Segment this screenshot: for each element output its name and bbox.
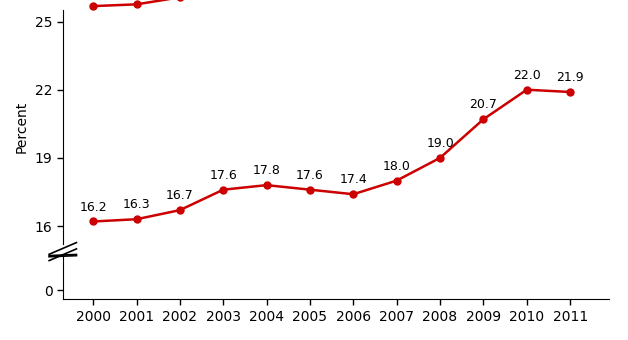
Text: 20.7: 20.7 <box>470 98 497 111</box>
Text: 22.0: 22.0 <box>513 69 541 82</box>
Text: 17.8: 17.8 <box>252 164 281 177</box>
Text: 16.2: 16.2 <box>79 201 107 214</box>
Text: 17.4: 17.4 <box>340 173 367 186</box>
Text: 21.9: 21.9 <box>556 71 584 84</box>
Text: 18.0: 18.0 <box>382 160 411 173</box>
Text: 17.6: 17.6 <box>296 169 324 182</box>
Y-axis label: Percent: Percent <box>15 101 29 153</box>
Text: 17.6: 17.6 <box>209 169 237 182</box>
Text: 16.3: 16.3 <box>122 198 150 211</box>
Text: 16.7: 16.7 <box>166 189 194 202</box>
Text: 19.0: 19.0 <box>426 137 454 150</box>
